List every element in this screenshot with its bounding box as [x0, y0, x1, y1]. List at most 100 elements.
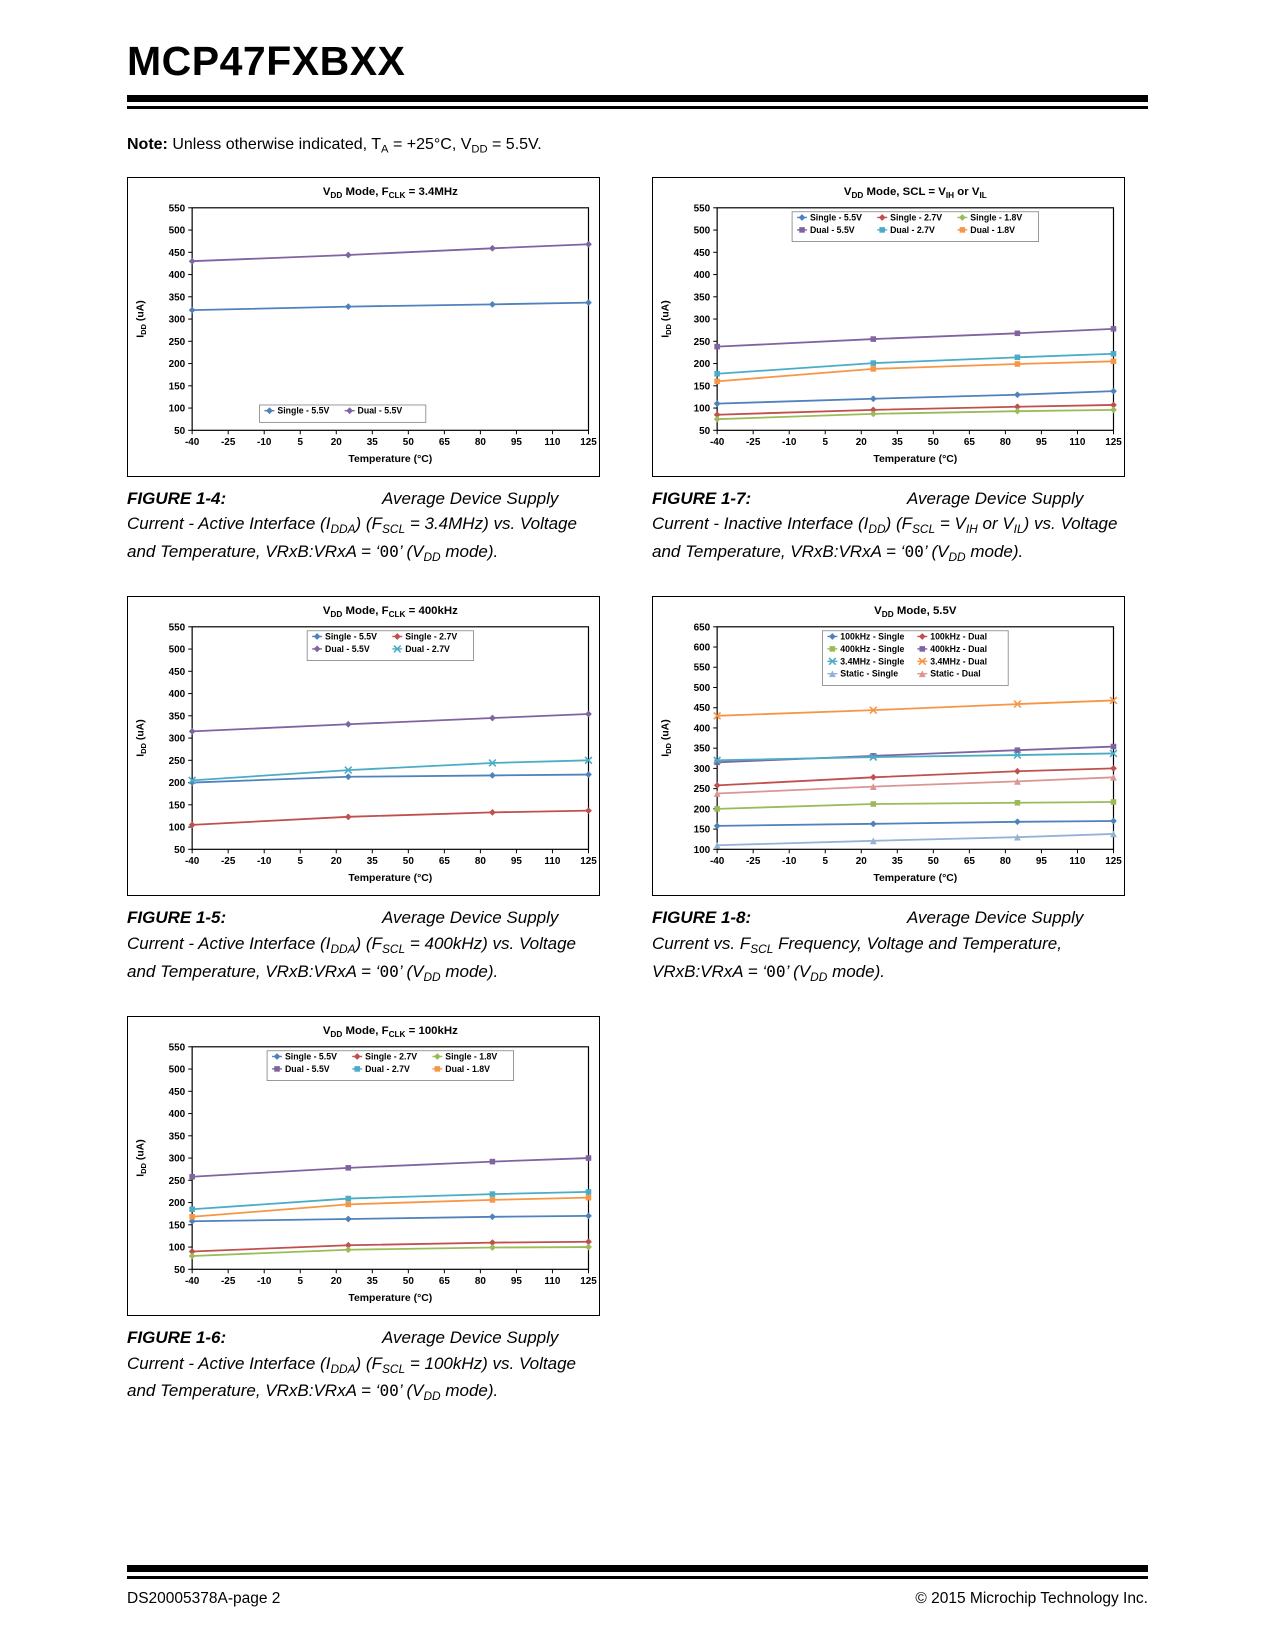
svg-text:350: 350	[169, 712, 186, 723]
svg-text:200: 200	[169, 1198, 186, 1209]
svg-text:-10: -10	[782, 437, 797, 448]
svg-text:5: 5	[297, 857, 303, 868]
figure-1-7-caption-text: Average Device Supply Current - Inactive…	[652, 488, 1118, 564]
svg-text:-10: -10	[257, 1276, 272, 1287]
svg-text:-10: -10	[257, 857, 272, 868]
svg-text:Dual - 5.5V: Dual - 5.5V	[358, 405, 403, 415]
svg-text:50: 50	[928, 857, 940, 868]
svg-text:400kHz - Dual: 400kHz - Dual	[930, 644, 987, 654]
svg-text:Single - 2.7V: Single - 2.7V	[405, 632, 457, 642]
svg-text:Dual - 2.7V: Dual - 2.7V	[890, 224, 935, 234]
svg-text:65: 65	[439, 437, 451, 448]
svg-text:500: 500	[169, 645, 186, 656]
svg-text:200: 200	[169, 359, 186, 370]
svg-text:Single - 2.7V: Single - 2.7V	[890, 212, 942, 222]
svg-text:400: 400	[169, 1109, 186, 1120]
svg-text:95: 95	[511, 1276, 523, 1287]
figure-1-5-label: FIGURE 1-5:	[127, 908, 227, 928]
svg-text:20: 20	[331, 437, 343, 448]
svg-text:110: 110	[544, 857, 560, 868]
svg-text:100: 100	[169, 823, 186, 834]
figure-1-4-label: FIGURE 1-4:	[127, 488, 227, 508]
svg-text:125: 125	[580, 437, 597, 448]
svg-text:100kHz - Dual: 100kHz - Dual	[930, 632, 987, 642]
figure-1-5-caption: FIGURE 1-5: Average Device Supply Current…	[127, 905, 600, 986]
svg-text:150: 150	[169, 1220, 186, 1231]
svg-text:350: 350	[169, 1131, 186, 1142]
svg-text:IDD (uA): IDD (uA)	[135, 720, 148, 757]
svg-text:-25: -25	[221, 1276, 236, 1287]
svg-text:Dual - 1.8V: Dual - 1.8V	[445, 1064, 490, 1074]
svg-text:VDD Mode, FCLK = 100kHz: VDD Mode, FCLK = 100kHz	[323, 1025, 458, 1039]
svg-text:Temperature (°C): Temperature (°C)	[873, 454, 957, 465]
svg-text:125: 125	[580, 857, 597, 868]
svg-text:65: 65	[964, 857, 976, 868]
svg-text:50: 50	[699, 425, 711, 436]
note: Note: Unless otherwise indicated, TA = +…	[127, 136, 1148, 156]
svg-text:Single - 2.7V: Single - 2.7V	[365, 1052, 417, 1062]
svg-text:Temperature (°C): Temperature (°C)	[348, 1293, 432, 1304]
svg-text:300: 300	[169, 1154, 186, 1165]
svg-text:Single - 1.8V: Single - 1.8V	[970, 212, 1022, 222]
svg-text:50: 50	[403, 1276, 415, 1287]
svg-text:3.4MHz - Dual: 3.4MHz - Dual	[930, 657, 987, 667]
figure-1-4-caption: FIGURE 1-4: Average Device Supply Current…	[127, 486, 600, 567]
svg-text:125: 125	[580, 1276, 597, 1287]
svg-text:450: 450	[694, 704, 711, 715]
svg-text:-40: -40	[710, 857, 725, 868]
svg-text:110: 110	[544, 1276, 560, 1287]
svg-text:Dual - 5.5V: Dual - 5.5V	[285, 1064, 330, 1074]
svg-text:-40: -40	[710, 437, 725, 448]
note-text: Unless otherwise indicated, TA = +25°C, …	[167, 136, 542, 156]
svg-text:20: 20	[331, 1276, 343, 1287]
svg-text:Single - 5.5V: Single - 5.5V	[810, 212, 862, 222]
right-column: 50 100 150 200 250 300 350 400 450 500 550 -40 -25 -1…	[652, 176, 1125, 1436]
svg-text:450: 450	[169, 667, 186, 678]
svg-text:Single - 5.5V: Single - 5.5V	[277, 405, 329, 415]
chart-box-1-7: 50 100 150 200 250 300 350 400 450 500 550 -40 -25 -1…	[652, 176, 1125, 477]
svg-text:80: 80	[475, 437, 487, 448]
svg-text:100: 100	[169, 1243, 186, 1254]
svg-text:95: 95	[511, 857, 523, 868]
svg-text:400: 400	[169, 689, 186, 700]
svg-text:110: 110	[1069, 437, 1085, 448]
svg-text:20: 20	[856, 857, 868, 868]
svg-text:50: 50	[403, 857, 415, 868]
svg-text:-10: -10	[782, 857, 797, 868]
svg-text:110: 110	[1069, 857, 1085, 868]
svg-text:150: 150	[694, 825, 711, 836]
svg-text:Static - Single: Static - Single	[840, 669, 898, 679]
svg-text:-25: -25	[221, 857, 236, 868]
figure-1-7-label: FIGURE 1-7:	[652, 488, 752, 508]
svg-text:-25: -25	[746, 857, 761, 868]
svg-text:Dual - 5.5V: Dual - 5.5V	[810, 224, 855, 234]
svg-text:200: 200	[169, 778, 186, 789]
svg-text:100: 100	[694, 403, 711, 414]
svg-text:3.4MHz - Single: 3.4MHz - Single	[840, 657, 904, 667]
figure-1-6-caption: FIGURE 1-6: Average Device Supply Current…	[127, 1325, 600, 1406]
svg-text:Single - 5.5V: Single - 5.5V	[325, 632, 377, 642]
svg-text:-10: -10	[257, 437, 272, 448]
svg-text:80: 80	[1000, 857, 1012, 868]
svg-text:400: 400	[169, 270, 186, 281]
svg-text:35: 35	[367, 437, 379, 448]
svg-text:Temperature (°C): Temperature (°C)	[873, 873, 957, 884]
svg-text:550: 550	[169, 623, 186, 634]
svg-text:250: 250	[169, 336, 186, 347]
footer-copyright: © 2015 Microchip Technology Inc.	[915, 1590, 1148, 1607]
svg-text:100kHz - Single: 100kHz - Single	[840, 632, 904, 642]
svg-text:5: 5	[822, 857, 828, 868]
svg-text:5: 5	[822, 437, 828, 448]
svg-text:50: 50	[403, 437, 415, 448]
chart-box-1-8: 100 150 200 250 300 350 400 450 500 550 600 650 -40-…	[652, 596, 1125, 897]
svg-text:IDD (uA): IDD (uA)	[135, 1140, 148, 1177]
page-footer: DS20005378A-page 2 © 2015 Microchip Tech…	[127, 1565, 1148, 1608]
svg-text:VDD Mode, 5.5V: VDD Mode, 5.5V	[874, 605, 957, 619]
svg-text:650: 650	[694, 623, 711, 634]
svg-text:250: 250	[169, 756, 186, 767]
svg-text:550: 550	[694, 203, 711, 214]
svg-text:5: 5	[297, 1276, 303, 1287]
svg-text:550: 550	[169, 1042, 186, 1053]
svg-text:Static - Dual: Static - Dual	[930, 669, 980, 679]
